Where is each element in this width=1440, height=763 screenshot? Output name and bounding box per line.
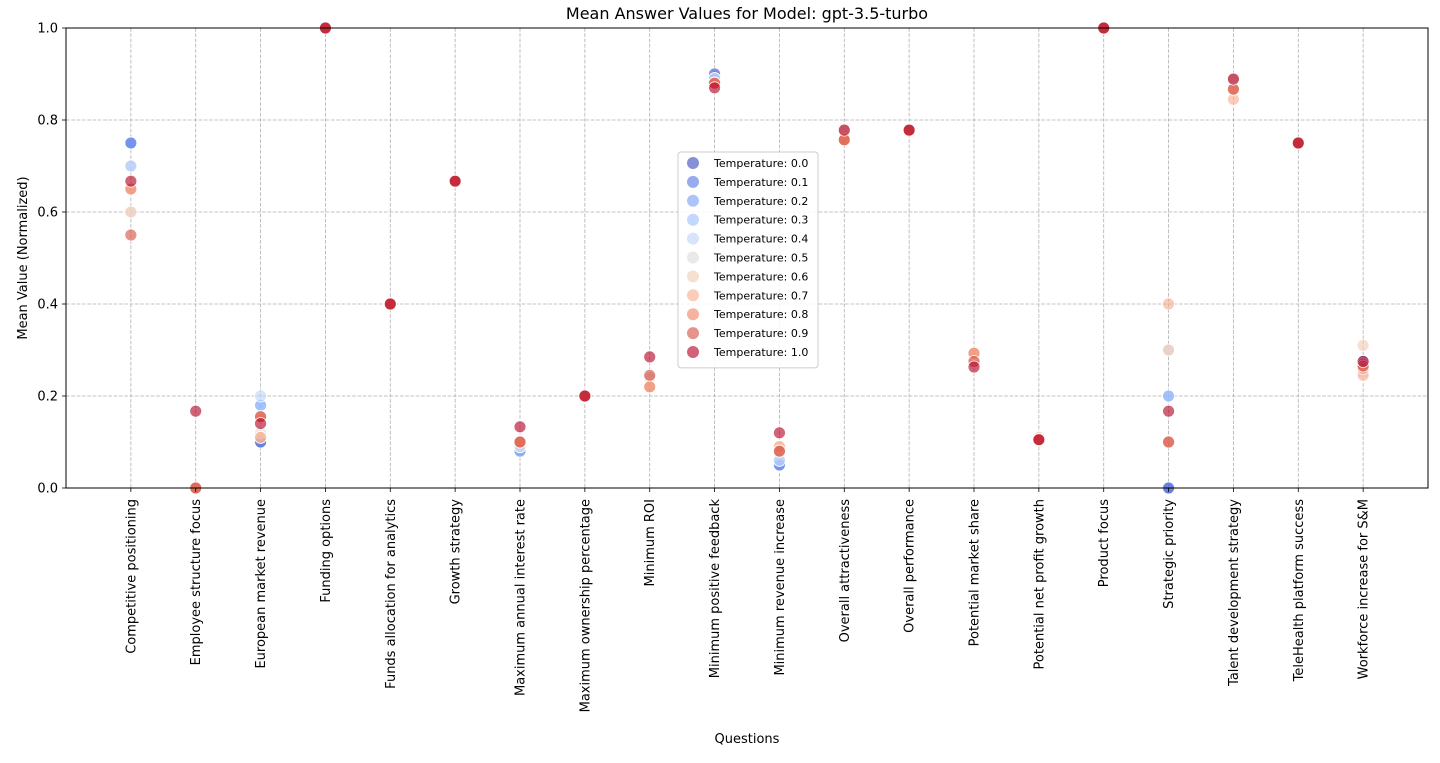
data-point	[124, 159, 138, 173]
data-point	[1356, 355, 1370, 368]
data-point	[643, 380, 657, 394]
data-point	[643, 368, 657, 382]
data-point	[513, 420, 527, 434]
data-point	[254, 430, 267, 444]
x-tick-label: Minimum ROI	[643, 499, 658, 586]
data-point	[189, 404, 203, 418]
y-tick-label: 0.4	[37, 298, 58, 313]
x-tick-label: TeleHealth platform success	[1292, 499, 1307, 683]
x-axis-ticks: Competitive positioning Employee structur…	[124, 488, 1372, 712]
data-point	[837, 123, 851, 137]
x-tick-label: Employee structure focus	[189, 499, 204, 666]
x-tick-label: Maximum annual interest rate	[514, 499, 529, 696]
data-point	[578, 389, 592, 403]
data-point	[124, 205, 138, 219]
data-point	[708, 81, 721, 95]
y-axis-label: Mean Value (Normalized)	[16, 176, 31, 339]
x-tick-label: Strategic priority	[1162, 499, 1177, 609]
data-point	[1162, 389, 1175, 403]
data-point	[1162, 404, 1175, 418]
x-tick-label: Maximum ownership percentage	[578, 499, 593, 712]
legend-label: Temperature: 0.1	[713, 176, 808, 189]
legend-marker	[687, 175, 699, 188]
legend-label: Temperature: 1.0	[713, 346, 808, 359]
data-point	[1032, 433, 1046, 447]
x-tick-label: Product focus	[1097, 499, 1112, 587]
y-axis-ticks: 0.0 0.2 0.4 0.6 0.8 1.0	[37, 22, 66, 497]
x-tick-label: Overall performance	[903, 499, 918, 633]
legend-label: Temperature: 0.2	[713, 195, 808, 208]
data-point	[773, 426, 786, 440]
data-point	[967, 360, 981, 374]
legend-marker	[687, 157, 699, 169]
x-tick-label: European market revenue	[254, 499, 269, 669]
legend-label: Temperature: 0.5	[713, 252, 808, 265]
legend-label: Temperature: 0.7	[713, 289, 808, 302]
y-tick-label: 1.0	[37, 22, 58, 37]
x-tick-label: Talent development strategy	[1227, 499, 1242, 687]
data-point	[773, 444, 786, 458]
legend-marker	[687, 346, 699, 358]
data-point	[124, 174, 138, 188]
x-tick-label: Potential market share	[968, 499, 983, 646]
data-point	[1162, 297, 1175, 311]
x-tick-label: Overall attractiveness	[838, 499, 853, 643]
y-tick-label: 0.0	[37, 482, 58, 497]
legend-marker	[687, 289, 699, 302]
data-point	[448, 174, 462, 188]
data-point	[643, 350, 657, 364]
legend-box	[677, 151, 819, 369]
data-point	[1162, 343, 1175, 357]
plot-frame	[65, 27, 1429, 489]
y-tick-label: 0.2	[37, 390, 58, 405]
legend-marker	[687, 232, 699, 245]
data-point	[254, 417, 267, 431]
legend-label: Temperature: 0.8	[713, 308, 808, 321]
legend-label: Temperature: 0.6	[713, 270, 808, 283]
y-tick-label: 0.6	[37, 206, 58, 221]
legend-label: Temperature: 0.0	[713, 157, 808, 170]
legend-marker	[687, 327, 699, 340]
data-point	[383, 297, 397, 311]
legend-label: Temperature: 0.3	[713, 214, 808, 227]
data-point	[1356, 338, 1370, 352]
legend-marker	[687, 270, 699, 283]
x-tick-label: Minimum revenue increase	[773, 499, 788, 676]
x-tick-label: Minimum positive feedback	[708, 499, 723, 679]
legend-marker	[687, 251, 699, 264]
x-tick-label: Competitive positioning	[124, 499, 139, 654]
data-point	[902, 123, 916, 137]
x-axis-label: Questions	[715, 732, 780, 747]
legend-marker	[687, 213, 699, 226]
legend-marker	[687, 308, 699, 321]
data-point	[124, 136, 138, 150]
x-tick-label: Potential net profit growth	[1032, 499, 1047, 669]
data-point	[124, 228, 138, 242]
legend: Temperature: 0.0 Temperature: 0.1 Temperat…	[677, 151, 819, 369]
chart-title: Mean Answer Values for Model: gpt-3.5-tu…	[566, 4, 928, 23]
x-tick-label: Growth strategy	[449, 499, 464, 605]
x-tick-label: Workforce increase for S&M	[1357, 499, 1372, 679]
legend-label: Temperature: 0.4	[713, 233, 808, 246]
data-point	[254, 389, 267, 403]
data-point	[1291, 136, 1305, 150]
data-points	[124, 21, 1370, 495]
x-tick-label: Funds allocation for analytics	[384, 499, 399, 689]
x-tick-label: Funding options	[319, 499, 334, 603]
data-point	[1227, 72, 1240, 86]
legend-marker	[687, 194, 699, 207]
data-point	[513, 435, 527, 449]
data-point	[1162, 435, 1175, 449]
legend-label: Temperature: 0.9	[713, 327, 808, 340]
y-tick-label: 0.8	[37, 114, 58, 129]
